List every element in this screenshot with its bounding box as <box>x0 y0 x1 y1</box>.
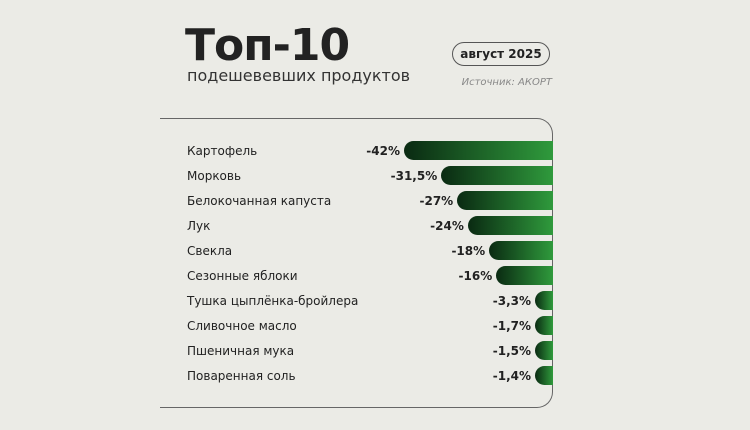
bar-row: Поваренная соль -1,4% <box>0 363 750 388</box>
page-title: Топ-10 <box>185 20 350 71</box>
value-label: -3,3% <box>492 293 531 308</box>
page-subtitle: подешевевших продуктов <box>187 66 411 85</box>
bar-row: Сливочное масло -1,7% <box>0 313 750 338</box>
category-label: Тушка цыплёнка-бройлера <box>187 293 359 308</box>
bar-row: Белокочанная капуста -27% <box>0 188 750 213</box>
bar <box>535 291 553 310</box>
bar <box>535 316 553 335</box>
bar <box>535 341 553 360</box>
value-label: -24% <box>430 218 464 233</box>
category-label: Белокочанная капуста <box>187 193 332 208</box>
bar-row: Картофель -42% <box>0 138 750 163</box>
category-label: Морковь <box>187 168 242 183</box>
bar <box>457 191 553 210</box>
category-label: Сезонные яблоки <box>187 268 298 283</box>
category-label: Пшеничная мука <box>187 343 295 358</box>
value-label: -42% <box>366 143 400 158</box>
date-badge: август 2025 <box>452 42 550 66</box>
bar-row: Сезонные яблоки -16% <box>0 263 750 288</box>
bar-row: Свекла -18% <box>0 238 750 263</box>
bar <box>441 166 553 185</box>
value-label: -18% <box>451 243 486 258</box>
chart-frame <box>160 118 553 408</box>
category-label: Поваренная соль <box>187 368 296 383</box>
bar-row: Морковь -31,5% <box>0 163 750 188</box>
bar-row: Тушка цыплёнка-бройлера -3,3% <box>0 288 750 313</box>
bar-row: Лук -24% <box>0 213 750 238</box>
value-label: -27% <box>419 193 454 208</box>
category-label: Картофель <box>187 143 258 158</box>
source-note: Источник: АКОРТ <box>461 77 552 88</box>
bar <box>467 216 553 235</box>
value-label: -16% <box>458 268 493 283</box>
value-label: -1,7% <box>492 318 531 333</box>
bar <box>489 241 553 260</box>
category-label: Свекла <box>187 243 233 258</box>
category-label: Лук <box>187 218 211 233</box>
value-label: -1,4% <box>492 368 531 383</box>
bar <box>496 266 553 285</box>
bar <box>404 141 553 160</box>
category-label: Сливочное масло <box>187 318 297 333</box>
bar <box>535 366 553 385</box>
value-label: -31,5% <box>390 168 438 183</box>
bar-row: Пшеничная мука -1,5% <box>0 338 750 363</box>
value-label: -1,5% <box>492 343 531 358</box>
